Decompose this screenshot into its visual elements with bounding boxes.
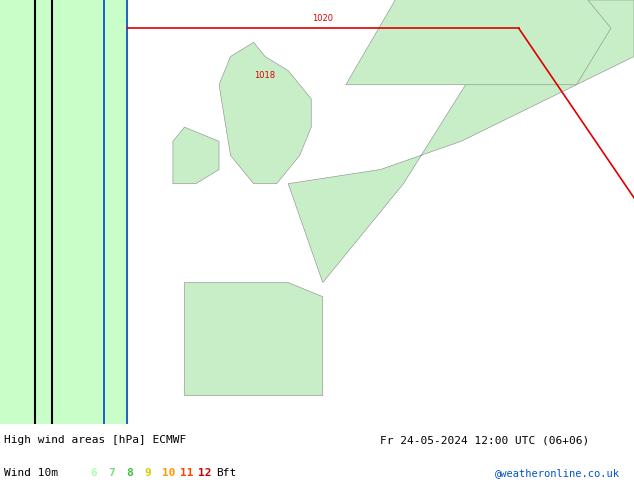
Text: 10: 10 [162,468,176,478]
Text: 6: 6 [90,468,97,478]
Polygon shape [0,0,81,424]
Polygon shape [0,0,127,424]
Polygon shape [173,127,219,184]
Text: Wind 10m: Wind 10m [4,468,58,478]
Text: 11: 11 [180,468,193,478]
Text: 7: 7 [108,468,115,478]
Text: 8: 8 [126,468,133,478]
Polygon shape [184,283,323,395]
Text: High wind areas [hPa] ECMWF: High wind areas [hPa] ECMWF [4,436,186,445]
Text: 1020: 1020 [313,14,333,23]
Polygon shape [0,0,104,424]
Text: 1018: 1018 [255,71,276,80]
Polygon shape [288,0,634,283]
Text: @weatheronline.co.uk: @weatheronline.co.uk [495,468,620,478]
Text: 9: 9 [144,468,151,478]
Text: 12: 12 [198,468,212,478]
Polygon shape [0,0,58,424]
Polygon shape [346,0,611,85]
Polygon shape [219,43,311,184]
Text: Fr 24-05-2024 12:00 UTC (06+06): Fr 24-05-2024 12:00 UTC (06+06) [380,436,589,445]
Text: Bft: Bft [216,468,236,478]
